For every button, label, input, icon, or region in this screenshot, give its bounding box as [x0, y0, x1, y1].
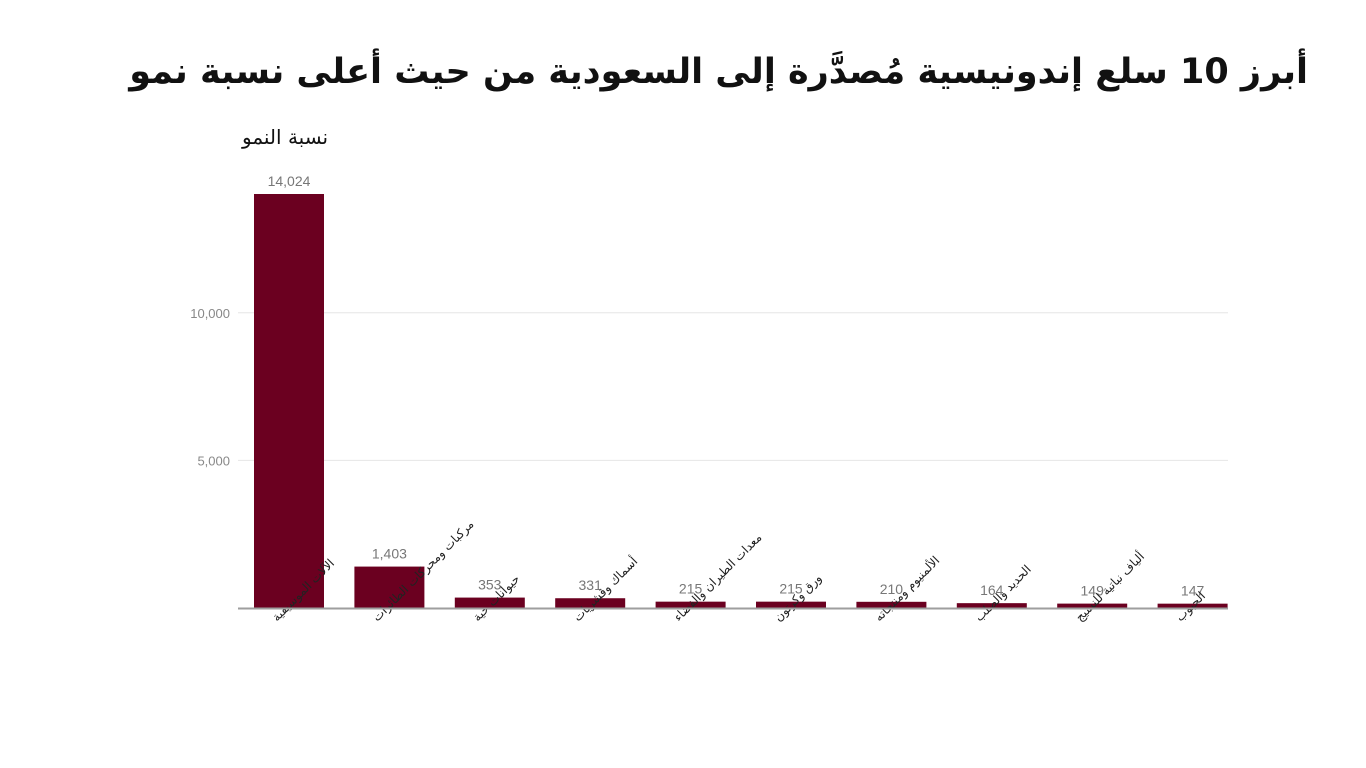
- data-label: 164: [980, 582, 1004, 598]
- bar: [354, 566, 425, 608]
- data-label: 1,403: [372, 546, 407, 562]
- bar: [454, 597, 525, 608]
- chart-title: أبرز 10 سلع إندونيسية مُصدَّرة إلى السعو…: [129, 52, 1308, 92]
- data-label: 14,024: [268, 173, 311, 189]
- x-tick-label: معدات الطيران والفضاء: [671, 530, 765, 624]
- bar: [254, 194, 324, 608]
- bar: [956, 603, 1027, 608]
- x-tick-label: ورق وكرتون: [771, 571, 825, 625]
- bar: [555, 598, 626, 608]
- data-label: 149: [1081, 583, 1105, 599]
- bar: [1057, 603, 1128, 608]
- bar: [655, 601, 726, 608]
- data-label: 215: [679, 581, 703, 597]
- bar: [856, 601, 927, 608]
- data-label: 147: [1181, 583, 1205, 599]
- data-label: 353: [478, 577, 502, 593]
- data-label: 331: [579, 577, 603, 593]
- y-tick-label: 10,000: [190, 306, 230, 321]
- y-tick-label: 5,000: [197, 453, 230, 468]
- y-axis-label: نسبة النمو: [242, 125, 329, 149]
- data-label: 215: [779, 581, 803, 597]
- data-label: 210: [880, 581, 904, 597]
- bar: [756, 601, 826, 608]
- bar: [1157, 603, 1228, 608]
